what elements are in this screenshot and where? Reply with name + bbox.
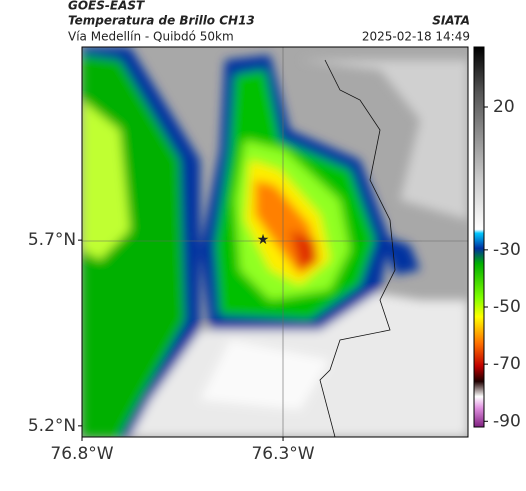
x-tick-label: 76.3°W — [251, 444, 314, 464]
y-tick-label: 5.2°N — [28, 416, 76, 436]
y-tick-label: 5.7°N — [28, 230, 76, 250]
svg-text:★: ★ — [257, 232, 270, 248]
x-tick-label: 76.8°W — [50, 444, 113, 464]
colorbar-tick-label: 20 — [493, 97, 515, 117]
datetime: 2025-02-18 14:49 — [362, 30, 470, 44]
colorbar-tick-label: -30 — [493, 240, 521, 260]
colorbar — [473, 46, 485, 428]
subtitle: Vía Medellín - Quibdó 50km — [68, 30, 234, 44]
satellite-image: ★ — [82, 47, 468, 437]
colorbar-tick-label: -50 — [493, 297, 521, 317]
source: GOES-EAST — [68, 0, 145, 13]
colorbar-tick-label: -70 — [493, 354, 521, 374]
colorbar-tick-label: -90 — [493, 411, 521, 431]
org: SIATA — [432, 14, 470, 28]
title: Temperatura de Brillo CH13 — [68, 14, 255, 28]
